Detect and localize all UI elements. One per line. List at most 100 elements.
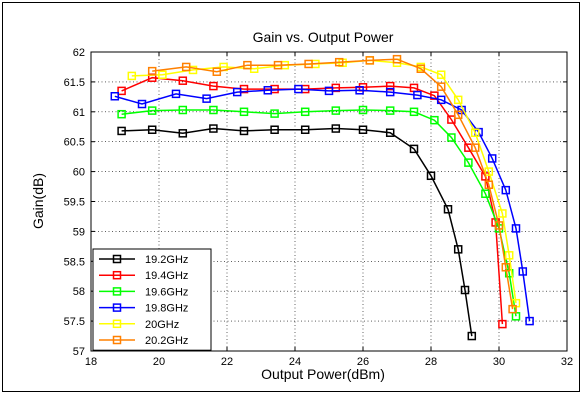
data-point: [331, 106, 341, 115]
data-point: [481, 189, 490, 198]
legend-entry: 20.2GHz: [145, 335, 188, 347]
data-point: [202, 94, 211, 103]
data-point: [294, 84, 303, 94]
data-point: [178, 105, 188, 115]
data-point: [487, 154, 497, 163]
y-tick-label: 59: [73, 226, 85, 238]
data-point: [436, 95, 446, 105]
x-tick-label: 18: [85, 356, 97, 368]
data-point: [239, 126, 249, 136]
data-point: [525, 316, 534, 326]
y-tick-label: 57: [73, 346, 85, 358]
data-point: [453, 245, 463, 254]
data-point: [178, 76, 188, 85]
data-point: [409, 144, 419, 154]
plot-border: [90, 51, 568, 352]
legend-marker: [112, 319, 122, 329]
plot-area: 18 20 22 24 26 28 30 32 57 57.5 58 58.5 59 59.5 60 60.5…: [64, 47, 574, 368]
data-point: [158, 70, 167, 79]
data-point: [464, 158, 473, 167]
data-point: [385, 87, 395, 97]
data-point: [470, 128, 480, 137]
legend-entry: 19.8GHz: [145, 303, 188, 315]
data-point: [498, 319, 507, 329]
data-point: [358, 105, 368, 115]
y-tick-label: 59.5: [64, 197, 85, 209]
data-point: [470, 143, 480, 152]
data-point: [498, 209, 507, 218]
data-point: [436, 70, 446, 79]
data-point: [443, 205, 453, 214]
data-point: [447, 133, 456, 142]
data-point: [110, 92, 120, 101]
x-tick-label: 32: [561, 356, 573, 368]
y-tick-label: 60: [73, 167, 85, 179]
data-point: [324, 86, 334, 96]
data-point: [147, 125, 157, 134]
data-point: [273, 60, 283, 70]
data-point: [453, 110, 463, 120]
legend-marker: [112, 303, 122, 312]
data-point: [334, 57, 344, 67]
data-point: [117, 109, 126, 119]
data-point: [501, 263, 511, 272]
series-line-0: [121, 127, 473, 337]
data-point: [270, 125, 279, 134]
data-point: [484, 167, 494, 176]
data-point: [209, 105, 218, 115]
data-point: [385, 128, 395, 137]
data-point: [239, 107, 249, 117]
data-point: [243, 60, 252, 70]
data-point: [263, 86, 273, 95]
x-tick-label: 30: [493, 356, 505, 368]
data-point: [453, 95, 463, 105]
data-point: [416, 64, 426, 73]
legend-marker: [112, 270, 122, 280]
data-point: [494, 221, 504, 230]
data-point: [331, 124, 341, 133]
series-line-2: [121, 109, 517, 317]
data-point: [270, 109, 279, 118]
data-point: [232, 87, 242, 97]
y-tick-label: 60.5: [64, 137, 85, 149]
data-point: [209, 124, 218, 133]
data-point: [392, 54, 402, 64]
x-tick-label: 20: [153, 356, 165, 368]
x-tick-label: 22: [221, 356, 233, 368]
y-tick-label: 58.5: [64, 256, 85, 268]
y-tick-label: 61: [73, 107, 85, 119]
legend-box: [92, 248, 212, 351]
data-point: [304, 59, 313, 69]
legend-entry: 19.2GHz: [145, 254, 188, 266]
data-point: [178, 129, 188, 138]
data-point: [147, 106, 157, 115]
data-point: [501, 185, 511, 195]
data-point: [212, 67, 222, 76]
data-point: [365, 56, 375, 65]
data-point: [430, 115, 439, 125]
data-point: [447, 115, 456, 124]
legend-marker: [112, 287, 122, 296]
series-line-5: [152, 58, 514, 310]
data-point: [504, 251, 514, 260]
x-tick-label: 26: [357, 356, 369, 368]
figure-frame: Gain vs. Output Power Output Power(dBm) …: [2, 2, 580, 392]
x-axis-title: Output Power(dBm): [261, 366, 385, 382]
series-line-4: [131, 59, 517, 304]
data-point: [171, 89, 181, 99]
data-point: [385, 106, 395, 115]
data-point: [127, 71, 137, 81]
chart-title: Gain vs. Output Power: [253, 29, 394, 45]
gain-vs-output-power-chart: Gain vs. Output Power Output Power(dBm) …: [30, 29, 574, 382]
legend-entry: 19.4GHz: [145, 270, 188, 282]
data-point: [137, 99, 147, 109]
data-point: [300, 107, 310, 117]
data-point: [409, 107, 419, 117]
series-line-3: [114, 88, 531, 322]
legend-entry: 20GHz: [145, 319, 179, 331]
data-point: [518, 267, 528, 276]
x-tick-label: 24: [289, 356, 301, 368]
data-point: [300, 125, 310, 134]
data-point: [117, 86, 126, 96]
y-tick-label: 61.5: [64, 77, 85, 89]
